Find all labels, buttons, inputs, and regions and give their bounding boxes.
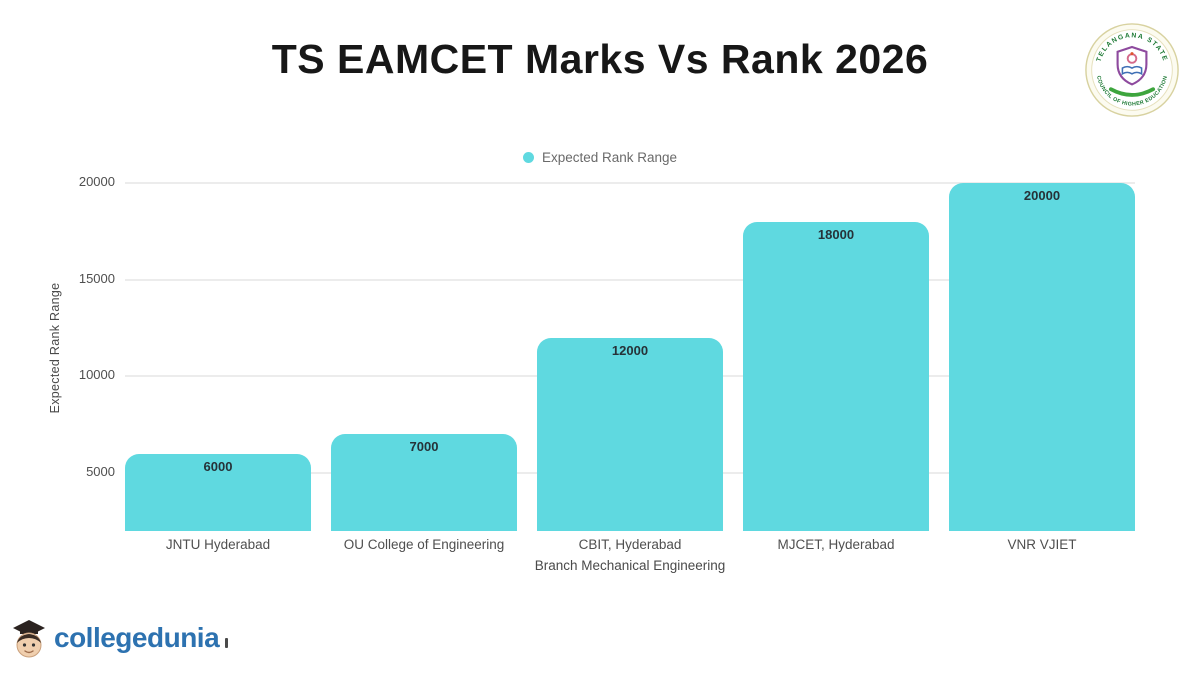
seal-shield — [1116, 45, 1148, 86]
seal-book — [1121, 65, 1143, 76]
collegedunia-mascot-icon — [13, 620, 45, 658]
legend-marker-icon — [522, 151, 534, 163]
collegedunia-logo: collegedunia — [10, 616, 229, 660]
bar-1: 6000 — [125, 453, 311, 531]
logo-tagline-mark — [225, 638, 229, 648]
y-tick-label-5000: 5000 — [86, 464, 115, 479]
legend-label: Expected Rank Range — [541, 149, 678, 165]
bar-value-label: 12000 — [611, 342, 649, 358]
category-label: JNTU Hyderabad — [165, 537, 271, 552]
bar-value-label: 18000 — [817, 226, 855, 242]
category-label: CBIT, Hyderabad — [578, 537, 682, 552]
bar-value-label: 7000 — [409, 439, 439, 455]
bar-2: 7000 — [331, 434, 517, 531]
collegedunia-logo-text: collegedunia — [54, 622, 220, 653]
y-axis-title: Expected Rank Range — [48, 282, 62, 414]
y-tick-label-15000: 15000 — [78, 270, 115, 286]
chart-legend: Expected Rank Range — [0, 147, 1200, 167]
gridline-20000 — [125, 182, 1135, 184]
bar-5: 20000 — [949, 183, 1135, 531]
bar-chart-plot-area: 6000 JNTU Hyderabad 7000 OU College of Engi… — [125, 182, 1135, 552]
y-tick-label-10000: 10000 — [78, 367, 115, 383]
bar-value-label: 20000 — [1023, 188, 1061, 203]
y-tick-label-20000: 20000 — [78, 174, 115, 189]
bar-value-label: 6000 — [203, 458, 233, 474]
x-axis-title: Branch Mechanical Engineering — [534, 558, 726, 573]
bar-3: 12000 — [537, 337, 723, 531]
bar-4: 18000 — [743, 221, 929, 531]
gridline-15000 — [125, 278, 1135, 281]
category-label: VNR VJIET — [1007, 537, 1077, 552]
category-label: OU College of Engineering — [343, 537, 505, 552]
category-label: MJCET, Hyderabad — [777, 537, 895, 552]
tsche-seal-logo: TELANGANA STATE COUNCIL OF HIGHER EDUCAT… — [1085, 23, 1179, 117]
seal-laurel — [1108, 87, 1156, 97]
page-title: TS EAMCET Marks Vs Rank 2026 — [271, 36, 929, 82]
